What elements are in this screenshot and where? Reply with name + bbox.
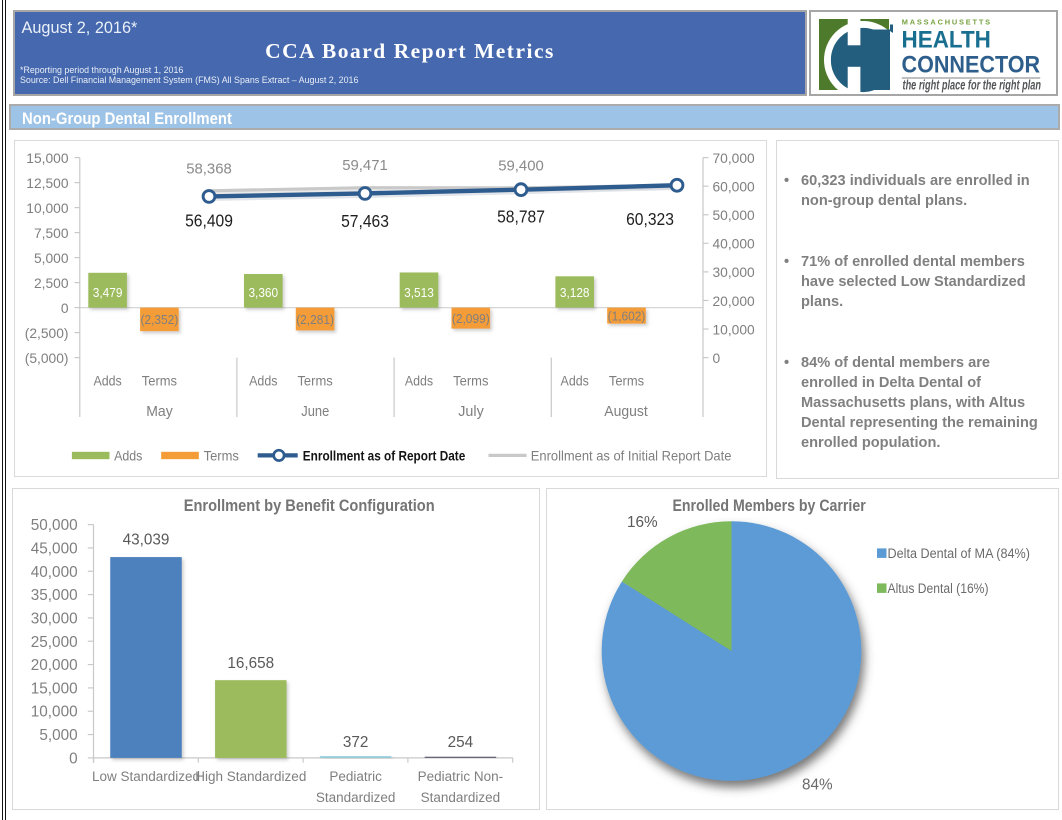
svg-text:30,000: 30,000	[713, 265, 756, 280]
svg-text:43,039: 43,039	[123, 532, 170, 549]
svg-text:Terms: Terms	[453, 372, 488, 388]
svg-text:56,409: 56,409	[185, 211, 233, 231]
svg-text:372: 372	[343, 734, 369, 751]
svg-text:25,000: 25,000	[31, 634, 78, 651]
svg-text:50,000: 50,000	[31, 517, 78, 534]
svg-text:20,000: 20,000	[713, 294, 756, 309]
svg-text:(2,352): (2,352)	[141, 312, 179, 327]
svg-text:5,000: 5,000	[39, 727, 77, 744]
svg-text:Pediatric Non-: Pediatric Non-	[418, 769, 504, 784]
svg-text:July: July	[458, 404, 484, 420]
svg-text:CONNECTOR: CONNECTOR	[901, 51, 1040, 78]
svg-text:(2,500): (2,500)	[25, 326, 69, 341]
svg-text:3,513: 3,513	[404, 285, 434, 300]
svg-text:High Standardized: High Standardized	[195, 769, 306, 784]
svg-text:5,000: 5,000	[34, 251, 69, 266]
svg-text:(2,099): (2,099)	[452, 311, 490, 326]
svg-text:3,128: 3,128	[560, 285, 590, 300]
svg-text:June: June	[301, 404, 329, 420]
svg-text:Altus Dental (16%): Altus Dental (16%)	[888, 581, 989, 596]
svg-text:the right place for the right: the right place for the right plan	[902, 77, 1041, 92]
svg-text:70,000: 70,000	[713, 151, 756, 166]
svg-text:20,000: 20,000	[31, 657, 78, 674]
svg-text:Terms: Terms	[204, 447, 239, 463]
svg-text:35,000: 35,000	[31, 587, 78, 604]
svg-text:Adds: Adds	[93, 372, 121, 388]
svg-text:3,479: 3,479	[93, 285, 123, 300]
svg-text:Adds: Adds	[561, 372, 589, 388]
svg-text:Enrollment by Benefit Configur: Enrollment by Benefit Configuration	[184, 496, 435, 515]
svg-text:0: 0	[61, 301, 69, 316]
svg-text:3,360: 3,360	[248, 285, 278, 300]
svg-text:Adds: Adds	[405, 372, 433, 388]
svg-text:Delta Dental of MA (84%): Delta Dental of MA (84%)	[888, 546, 1031, 561]
svg-text:7,500: 7,500	[34, 226, 69, 241]
svg-text:(5,000): (5,000)	[25, 351, 69, 366]
svg-text:August: August	[604, 404, 648, 420]
svg-text:40,000: 40,000	[713, 237, 756, 252]
svg-text:10,000: 10,000	[31, 704, 78, 721]
svg-text:0: 0	[69, 750, 78, 767]
svg-text:Adds: Adds	[249, 372, 277, 388]
svg-text:60,000: 60,000	[713, 179, 756, 194]
svg-text:Terms: Terms	[297, 372, 332, 388]
svg-text:59,400: 59,400	[498, 159, 544, 175]
svg-text:10,000: 10,000	[713, 322, 756, 337]
svg-text:40,000: 40,000	[31, 564, 78, 581]
svg-text:Adds: Adds	[114, 447, 142, 463]
svg-text:Enrolled Members by Carrier: Enrolled Members by Carrier	[673, 496, 867, 515]
svg-text:0: 0	[713, 351, 721, 366]
svg-text:15,000: 15,000	[26, 151, 69, 166]
svg-text:Standardized: Standardized	[316, 790, 396, 805]
svg-text:254: 254	[448, 734, 474, 751]
svg-text:30,000: 30,000	[31, 610, 78, 627]
svg-text:Standardized: Standardized	[421, 790, 501, 805]
svg-text:Enrollment as of Report Date: Enrollment as of Report Date	[303, 448, 466, 463]
svg-text:Terms: Terms	[142, 372, 177, 388]
svg-text:16,658: 16,658	[227, 655, 274, 672]
svg-text:60,323: 60,323	[626, 209, 674, 229]
svg-text:(2,281): (2,281)	[296, 312, 334, 327]
svg-text:Enrollment as of Initial Repor: Enrollment as of Initial Report Date	[531, 448, 732, 463]
svg-text:58,787: 58,787	[497, 206, 545, 226]
svg-text:MASSACHUSETTS: MASSACHUSETTS	[901, 17, 989, 26]
svg-text:10,000: 10,000	[26, 201, 69, 216]
svg-text:Terms: Terms	[609, 372, 644, 388]
svg-text:15,000: 15,000	[31, 680, 78, 697]
svg-text:58,368: 58,368	[186, 161, 232, 177]
svg-text:2,500: 2,500	[34, 276, 69, 291]
svg-text:(1,602): (1,602)	[608, 308, 646, 323]
svg-text:Pediatric: Pediatric	[329, 769, 382, 784]
svg-text:84%: 84%	[802, 777, 833, 794]
svg-text:12,500: 12,500	[26, 176, 69, 191]
svg-text:Low Standardized: Low Standardized	[92, 769, 200, 784]
svg-text:59,471: 59,471	[342, 158, 388, 174]
svg-text:50,000: 50,000	[713, 208, 756, 223]
svg-text:45,000: 45,000	[31, 540, 78, 557]
svg-text:57,463: 57,463	[341, 211, 389, 231]
svg-text:16%: 16%	[627, 514, 658, 531]
svg-text:May: May	[146, 404, 173, 420]
svg-text:HEALTH: HEALTH	[901, 26, 990, 53]
